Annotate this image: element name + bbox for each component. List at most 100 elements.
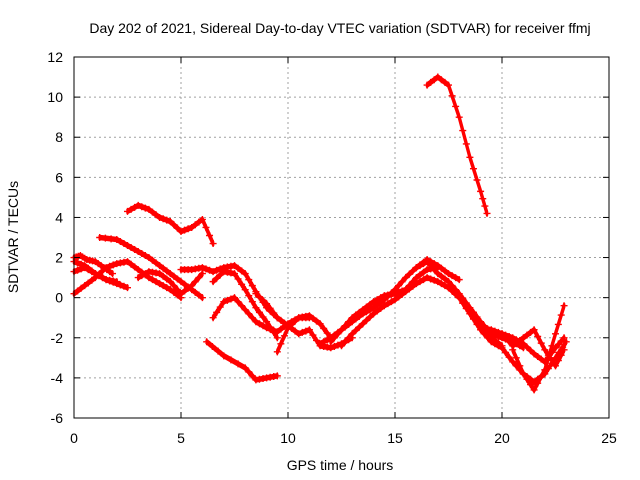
data-point-marker bbox=[81, 282, 89, 290]
data-point-marker bbox=[91, 270, 99, 278]
data-point-marker bbox=[348, 318, 356, 326]
data-point-marker bbox=[316, 320, 324, 328]
data-point-marker bbox=[206, 266, 214, 274]
series-trace bbox=[511, 305, 566, 393]
data-point-marker bbox=[323, 329, 331, 337]
data-point-marker bbox=[148, 276, 156, 284]
data-point-marker bbox=[398, 290, 406, 298]
data-point-marker bbox=[195, 218, 203, 226]
y-tick-label: 2 bbox=[55, 250, 63, 266]
data-point-marker bbox=[209, 268, 217, 276]
data-point-marker bbox=[398, 278, 406, 286]
data-point-marker bbox=[459, 299, 467, 307]
data-point-marker bbox=[355, 323, 363, 331]
data-point-marker bbox=[309, 314, 317, 322]
x-tick-label: 0 bbox=[70, 430, 78, 446]
data-point-marker bbox=[216, 271, 224, 279]
x-axis: 0 5 10 15 20 25 bbox=[70, 57, 617, 446]
data-point-marker bbox=[530, 350, 538, 358]
data-point-marker bbox=[291, 327, 299, 335]
y-tick-label: 8 bbox=[55, 129, 63, 145]
data-point-marker bbox=[273, 314, 281, 322]
data-point-marker bbox=[557, 311, 565, 319]
data-point-marker bbox=[270, 309, 278, 317]
data-point-marker bbox=[124, 258, 131, 266]
data-point-marker bbox=[395, 282, 403, 290]
y-tick-label: -6 bbox=[51, 410, 64, 426]
data-point-marker bbox=[152, 211, 160, 219]
data-point-marker bbox=[255, 293, 263, 301]
data-point-marker bbox=[502, 334, 510, 342]
data-point-marker bbox=[156, 270, 164, 278]
data-point-marker bbox=[434, 278, 442, 286]
data-point-marker bbox=[359, 320, 367, 328]
data-point-marker bbox=[483, 209, 491, 217]
data-point-marker bbox=[477, 318, 485, 326]
data-point-marker bbox=[120, 240, 128, 248]
data-point-marker bbox=[452, 274, 460, 282]
data-point-marker bbox=[484, 334, 492, 342]
data-point-marker bbox=[341, 338, 349, 346]
data-point-marker bbox=[509, 334, 517, 342]
data-point-marker bbox=[188, 282, 196, 290]
data-point-marker bbox=[77, 265, 85, 273]
data-point-marker bbox=[498, 330, 506, 338]
data-point-marker bbox=[534, 332, 542, 340]
data-point-marker bbox=[120, 282, 128, 290]
data-point-marker bbox=[355, 312, 363, 320]
data-point-marker bbox=[116, 281, 124, 289]
data-point-marker bbox=[380, 302, 388, 310]
data-point-marker bbox=[273, 334, 281, 342]
data-point-marker bbox=[519, 370, 527, 378]
data-point-marker bbox=[552, 362, 559, 370]
data-point-marker bbox=[309, 331, 317, 339]
data-point-marker bbox=[231, 294, 238, 302]
data-point-marker bbox=[248, 372, 256, 380]
data-point-marker bbox=[74, 287, 82, 295]
data-point-marker bbox=[245, 368, 253, 376]
data-point-marker bbox=[327, 344, 335, 352]
data-point-marker bbox=[84, 279, 92, 287]
data-point-marker bbox=[334, 330, 342, 338]
data-point-marker bbox=[380, 296, 388, 304]
data-point-marker bbox=[305, 312, 313, 320]
data-point-marker bbox=[352, 315, 360, 323]
data-point-marker bbox=[166, 217, 174, 225]
data-point-marker bbox=[505, 338, 513, 346]
data-point-marker bbox=[88, 268, 96, 276]
data-point-marker bbox=[313, 317, 321, 325]
series-arc-6 bbox=[124, 201, 217, 248]
data-point-marker bbox=[362, 316, 370, 324]
x-tick-label: 15 bbox=[387, 430, 403, 446]
data-point-marker bbox=[127, 244, 135, 252]
data-point-marker bbox=[498, 344, 506, 352]
series-arc-12 bbox=[252, 290, 356, 352]
y-tick-label: 0 bbox=[55, 290, 63, 306]
data-point-marker bbox=[445, 81, 452, 89]
data-point-marker bbox=[479, 195, 487, 203]
data-point-marker bbox=[427, 262, 435, 270]
data-point-marker bbox=[109, 270, 117, 278]
data-point-marker bbox=[384, 300, 392, 308]
data-point-marker bbox=[320, 324, 328, 332]
data-point-marker bbox=[387, 289, 395, 297]
data-point-marker bbox=[516, 336, 524, 344]
data-point-marker bbox=[156, 213, 164, 221]
series-arc-10 bbox=[203, 338, 281, 384]
data-point-marker bbox=[206, 231, 214, 239]
data-point-marker bbox=[366, 306, 374, 314]
data-point-marker bbox=[145, 274, 153, 282]
data-point-marker bbox=[366, 313, 374, 321]
data-point-marker bbox=[437, 280, 445, 288]
data-point-marker bbox=[124, 284, 131, 292]
data-point-marker bbox=[231, 270, 238, 278]
series-arc-18 bbox=[423, 73, 491, 217]
data-point-marker bbox=[266, 323, 274, 331]
data-point-marker bbox=[338, 342, 345, 350]
data-point-marker bbox=[338, 326, 345, 334]
data-point-marker bbox=[291, 317, 299, 325]
data-point-marker bbox=[163, 216, 171, 224]
data-point-marker bbox=[430, 76, 438, 84]
data-point-marker bbox=[423, 274, 431, 282]
